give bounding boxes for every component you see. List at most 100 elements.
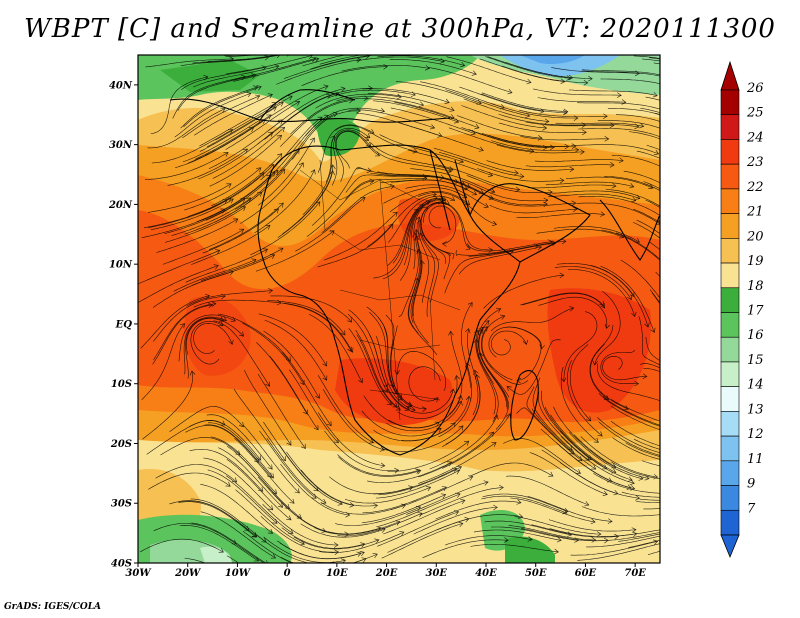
streamline-arrow (455, 492, 461, 498)
streamline-arrow (360, 542, 366, 548)
streamline (240, 162, 304, 224)
lat-label: 40S (111, 559, 132, 570)
streamline (214, 169, 286, 223)
streamline (598, 392, 660, 427)
streamline-arrow (634, 70, 640, 77)
streamline (323, 211, 398, 261)
streamline (446, 56, 532, 83)
streamline (164, 206, 246, 243)
streamline-arrow (406, 402, 413, 408)
colorbar-segment (720, 238, 740, 264)
streamline-arrow (233, 218, 239, 224)
streamline-arrow (688, 182, 693, 186)
streamline (281, 164, 334, 235)
colorbar-segment (720, 262, 740, 289)
streamline-arrow (440, 196, 446, 203)
streamline (392, 198, 443, 264)
streamline (581, 70, 660, 77)
streamline (325, 127, 371, 183)
streamline-arrow (248, 127, 255, 133)
streamline-arrow (458, 158, 464, 164)
streamline (639, 363, 660, 369)
streamline-arrow (681, 219, 686, 224)
streamline (481, 326, 529, 385)
streamline (423, 202, 471, 250)
streamline-arrow (571, 143, 577, 149)
streamline-arrow (333, 542, 339, 548)
streamline (611, 154, 660, 167)
streamline-arrow (629, 479, 635, 485)
streamline (367, 461, 452, 483)
streamline-arrow (561, 238, 567, 245)
streamline-arrow (460, 498, 466, 505)
streamline (242, 424, 300, 494)
streamline (610, 421, 660, 447)
streamline (192, 65, 279, 88)
streamline (267, 115, 329, 180)
colorbar-label: 21 (746, 205, 764, 220)
streamline-arrow (516, 377, 522, 384)
streamline (623, 170, 660, 184)
streamline (522, 292, 605, 309)
streamline-arrow (611, 463, 617, 469)
streamline (201, 171, 276, 221)
streamline (318, 531, 405, 554)
streamline-arrow (246, 92, 252, 98)
streamline (554, 266, 632, 300)
streamline (501, 65, 588, 84)
colorbar-label: 12 (747, 427, 764, 442)
streamline (373, 208, 419, 279)
streamline (190, 498, 267, 543)
lat-label: 10N (109, 260, 133, 271)
streamline (152, 271, 234, 308)
streamline (445, 89, 530, 117)
streamline (578, 128, 660, 138)
streamline (317, 124, 375, 173)
streamline-arrow (473, 338, 479, 344)
streamline (335, 130, 372, 182)
colorbar-segment (720, 509, 740, 536)
streamline (308, 314, 363, 383)
streamline (204, 424, 272, 478)
streamline-arrow (517, 513, 524, 519)
streamline (152, 304, 213, 365)
streamline (348, 309, 388, 388)
streamline (597, 363, 660, 401)
streamline (581, 506, 660, 517)
streamline (377, 511, 459, 547)
streamline-arrow (682, 89, 687, 94)
streamline-arrow (299, 379, 305, 386)
streamline (448, 127, 534, 152)
streamline-arrow (550, 144, 555, 151)
streamline-arrow (222, 199, 228, 204)
streamline-arrow (526, 78, 532, 85)
streamline (193, 322, 233, 354)
streamline-arrow (303, 587, 307, 592)
streamline (649, 289, 660, 304)
streamline-arrow (569, 449, 575, 455)
streamline (541, 390, 592, 461)
streamline-arrow (266, 114, 272, 120)
streamline (597, 417, 660, 454)
streamline-arrow (394, 467, 400, 474)
streamline (555, 122, 644, 127)
streamline (383, 500, 466, 535)
streamline-arrow (603, 395, 610, 400)
streamline (206, 102, 284, 148)
streamline (412, 260, 429, 344)
streamline-arrow (358, 377, 363, 384)
streamline-arrow (449, 114, 455, 120)
streamline (602, 396, 660, 426)
streamline (462, 184, 548, 206)
streamline (643, 508, 660, 510)
streamline (148, 197, 232, 228)
lon-label: 20W (174, 568, 202, 579)
streamline (144, 199, 228, 229)
streamline-arrow (543, 201, 548, 208)
streamline (478, 326, 507, 408)
streamline-arrow (678, 135, 683, 139)
streamline (456, 115, 543, 139)
streamline-arrow (397, 393, 403, 399)
streamline-arrow (488, 194, 494, 200)
grads-credit: GrADS: IGES/COLA (4, 602, 102, 612)
